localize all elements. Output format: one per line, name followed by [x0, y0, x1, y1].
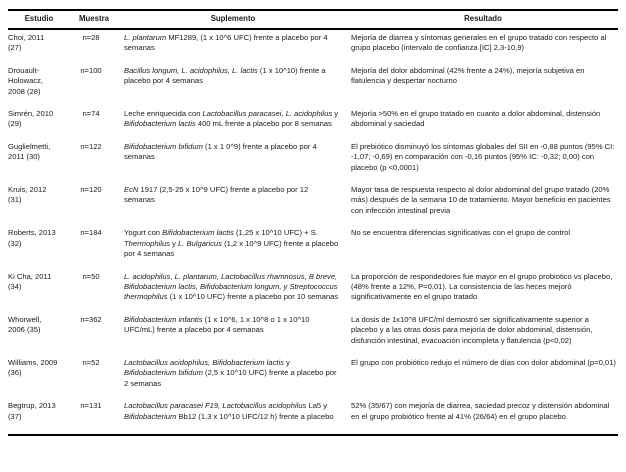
- result-cell: Mejoría de diarrea y síntomas generales …: [351, 33, 607, 53]
- result-cell: Mayor tasa de respuesta respecto al dolo…: [351, 185, 611, 215]
- supplement-cell: Bifidobacterium infantis (1 x 10^6, 1 x …: [124, 314, 310, 335]
- studies-table: Estudio Muestra Suplemento Resultado Cho…: [8, 9, 618, 436]
- col-header-suplemento: Suplemento: [118, 10, 348, 30]
- col-header-estudio: Estudio: [8, 10, 70, 30]
- supplement-cell: Lactobacillus paracasei F19, Lactobacill…: [124, 401, 334, 421]
- col-header-resultado: Resultado: [348, 10, 618, 30]
- sample-size-cell: n=122: [80, 141, 102, 151]
- supplement-cell: L. acidophilus, L. plantarum, Lactobacil…: [124, 271, 339, 302]
- table-row: Simrén, 2010 (29) n=74 Leche enriquecida…: [8, 109, 618, 142]
- col-header-muestra: Muestra: [70, 10, 118, 30]
- result-cell: 52% (35/67) con mejoría de diarrea, saci…: [351, 401, 610, 421]
- sample-size-cell: n=100: [80, 65, 102, 75]
- table-row: Williams, 2009 (36) n=52 Lactobacillus a…: [8, 358, 618, 401]
- result-cell: El prebiótico disminuyó los síntomas glo…: [351, 141, 615, 172]
- table-row: Ki Cha, 2011 (34) n=50 L. acidophilus, L…: [8, 272, 618, 315]
- result-cell: Mejoría del dolor abdominal (42% frente …: [351, 65, 585, 86]
- study-cell: Kruis, 2012 (31): [8, 185, 47, 205]
- document-page: Estudio Muestra Suplemento Resultado Cho…: [8, 9, 618, 436]
- study-cell: Roberts, 2013 (32): [8, 228, 56, 248]
- study-cell: Drouault- Holowacz, 2008 (28): [8, 65, 44, 96]
- study-cell: Ki Cha, 2011 (34): [8, 271, 52, 291]
- result-cell: La dosis de 1x10^8 UFC/ml demostró ser s…: [351, 314, 593, 345]
- sample-size-cell: n=74: [82, 109, 100, 119]
- result-cell: La proporción de respondedores fue mayor…: [351, 271, 613, 302]
- supplement-cell: EcN 1917 (2,5-25 x 10^9 UFC) frente a pl…: [124, 185, 309, 205]
- table-row: Roberts, 2013 (32) n=184 Yogurt con Bifi…: [8, 228, 618, 271]
- study-cell: Guglielmetti, 2011 (30): [8, 141, 51, 162]
- table-row: Begtrup, 2013 (37) n=131 Lactobacillus p…: [8, 401, 618, 435]
- sample-size-cell: n=50: [82, 271, 100, 281]
- table-header: Estudio Muestra Suplemento Resultado: [8, 10, 618, 30]
- table-row: Whorwell, 2006 (35) n=362 Bifidobacteriu…: [8, 315, 618, 358]
- header-row: Estudio Muestra Suplemento Resultado: [8, 10, 618, 30]
- sample-size-cell: n=184: [80, 228, 102, 238]
- supplement-cell: Leche enriquecida con Lactobacillus para…: [124, 109, 339, 129]
- study-cell: Simrén, 2010 (29): [8, 109, 54, 129]
- sample-size-cell: n=28: [82, 33, 100, 42]
- result-cell: Mejoría >50% en el grupo tratado en cuan…: [351, 109, 601, 129]
- sample-size-cell: n=131: [80, 401, 102, 411]
- study-cell: Begtrup, 2013 (37): [8, 401, 56, 421]
- supplement-cell: L. plantarum MF1289, (1 x 10^6 UFC) fren…: [124, 33, 328, 53]
- supplement-cell: Lactobacillus acidophilus, Bifidobacteri…: [124, 357, 337, 388]
- table-row: Drouault- Holowacz, 2008 (28) n=100 Baci…: [8, 66, 618, 109]
- sample-size-cell: n=52: [82, 357, 100, 367]
- supplement-cell: Bifidobacterium bifidum (1 x 1 0^9) fren…: [124, 141, 317, 162]
- result-cell: No se encuentra diferencias significativ…: [351, 228, 571, 238]
- table-row: Guglielmetti, 2011 (30) n=122 Bifidobact…: [8, 142, 618, 185]
- table-row: Choi, 2011 (27) n=28 L. plantarum MF1289…: [8, 29, 618, 66]
- study-cell: Whorwell, 2006 (35): [8, 314, 42, 335]
- supplement-cell: Bacillus longum, L. acidophilus, L. lact…: [124, 65, 326, 86]
- supplement-cell: Yogurt con Bifidobacterium lactis (1,25 …: [124, 228, 339, 259]
- table-row: Kruis, 2012 (31) n=120 EcN 1917 (2,5-25 …: [8, 185, 618, 228]
- sample-size-cell: n=120: [80, 185, 102, 195]
- sample-size-cell: n=362: [80, 314, 102, 324]
- result-cell: El grupo con probiótico redujo el número…: [351, 357, 616, 367]
- study-cell: Williams, 2009 (36): [8, 357, 58, 378]
- study-cell: Choi, 2011 (27): [8, 33, 45, 53]
- table-body: Choi, 2011 (27) n=28 L. plantarum MF1289…: [8, 29, 618, 435]
